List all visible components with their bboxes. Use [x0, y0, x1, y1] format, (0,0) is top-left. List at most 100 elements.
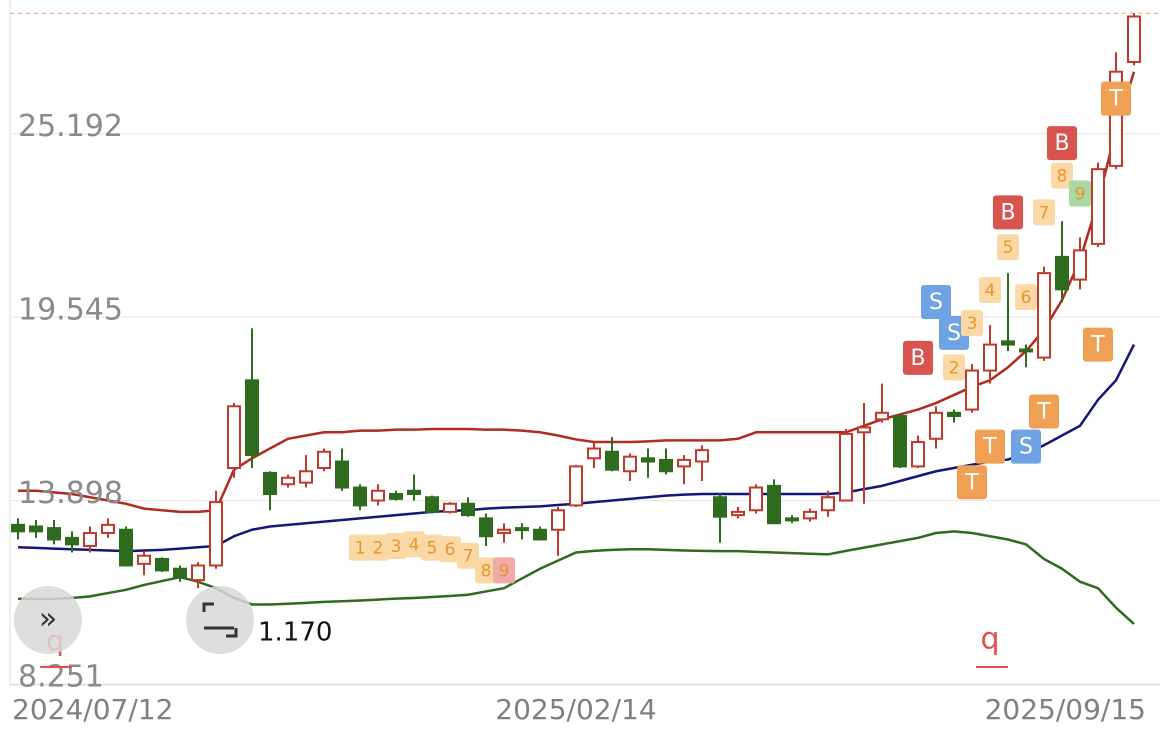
y-tick-label: 8.251	[18, 660, 104, 695]
candle-body	[731, 510, 745, 517]
candle-body	[839, 432, 853, 502]
signal-label: T	[1108, 87, 1123, 112]
signal-box	[943, 354, 965, 381]
candle-body	[245, 379, 259, 457]
signal-label: 3	[391, 537, 402, 557]
signal-box	[403, 531, 425, 558]
candle-body	[47, 527, 61, 541]
candle-body	[803, 510, 817, 520]
signal-box	[903, 340, 933, 375]
signal-label: B	[910, 346, 925, 371]
indicator-line	[18, 71, 1136, 514]
signal-label: 5	[427, 539, 438, 559]
signal-label: 8	[481, 561, 492, 581]
candle-body	[65, 536, 79, 546]
candle-body	[965, 369, 979, 411]
x-tick-label: 2025/02/14	[495, 693, 656, 726]
y-tick-label: 13.898	[18, 476, 123, 511]
signal-label: S	[929, 290, 943, 315]
candle-body	[623, 455, 637, 473]
candle-body	[263, 471, 277, 496]
signal-box	[975, 429, 1005, 464]
signal-label: 9	[499, 561, 510, 581]
scroll-button[interactable]	[14, 586, 82, 654]
signal-label: 6	[445, 540, 456, 560]
candle-body	[641, 457, 655, 463]
candle-body	[119, 528, 133, 567]
candle-body	[677, 458, 691, 468]
signal-box	[367, 534, 389, 561]
candle-body	[875, 411, 889, 421]
candle-body	[371, 489, 385, 502]
signal-box	[1083, 327, 1113, 362]
signal-box	[1051, 162, 1073, 189]
grid	[10, 12, 1160, 685]
candle-body	[1001, 340, 1015, 346]
signal-label: S	[1019, 435, 1033, 460]
signal-label: T	[1090, 333, 1105, 358]
signal-label: T	[982, 435, 997, 460]
axis-labels: 8.251 13.898 19.545 25.192 2024/07/12 2025/02…	[12, 109, 1146, 726]
candle-body	[947, 411, 961, 418]
candle-body	[929, 411, 943, 440]
signal-label: 2	[373, 539, 384, 559]
signal-box	[1047, 126, 1077, 161]
signal-label: T	[964, 470, 979, 495]
signal-box	[475, 557, 497, 584]
candle-body	[569, 465, 583, 507]
signal-box	[957, 465, 987, 500]
candle-body	[281, 476, 295, 486]
signal-label: 5	[1003, 238, 1014, 258]
signal-label: 8	[1057, 167, 1068, 187]
candle-body	[749, 486, 763, 512]
reset-icon[interactable]	[202, 602, 238, 638]
scroll-icon[interactable]: »	[39, 602, 57, 637]
signal-label: 7	[463, 547, 474, 567]
signal-box	[961, 310, 983, 337]
candle-body	[335, 460, 349, 489]
signal-box	[993, 195, 1023, 230]
signal-box	[421, 534, 443, 561]
candle-body	[1037, 272, 1051, 359]
signal-box	[1069, 180, 1091, 207]
candle-body	[533, 528, 547, 541]
x-tick-label: 2025/09/15	[985, 693, 1146, 726]
signal-box	[1101, 81, 1131, 116]
candle-body	[1055, 255, 1069, 291]
candle-body	[29, 525, 43, 533]
signal-box	[457, 542, 479, 569]
signal-box	[979, 277, 1001, 304]
signal-label: T	[1036, 399, 1051, 424]
candle-body	[227, 405, 241, 470]
marker: q	[980, 622, 999, 657]
candle-body	[911, 441, 925, 468]
y-tick-label: 19.545	[18, 293, 123, 328]
signal-label: B	[1000, 200, 1015, 225]
candle-body	[893, 415, 907, 468]
candle-body	[137, 554, 151, 565]
candle-body	[461, 502, 475, 517]
signal-label: 9	[1075, 185, 1086, 205]
candles	[11, 13, 1141, 589]
signal-box	[997, 234, 1019, 261]
candle-body	[173, 567, 187, 578]
candle-body	[551, 509, 565, 531]
signal-box	[1011, 429, 1041, 464]
low-label: 1.170	[258, 618, 332, 648]
signal-label: S	[947, 321, 961, 346]
candle-body	[497, 528, 511, 534]
candle-body	[605, 450, 619, 471]
candle-body	[389, 493, 403, 500]
candle-body	[425, 496, 439, 513]
candle-body	[983, 343, 997, 372]
signal-box	[439, 536, 461, 563]
reset-button[interactable]	[186, 586, 254, 654]
signal-box	[493, 557, 515, 584]
candle-body	[191, 564, 205, 582]
candle-body	[101, 523, 115, 534]
signal-label: 6	[1021, 288, 1032, 308]
signal-label: B	[1054, 131, 1069, 156]
